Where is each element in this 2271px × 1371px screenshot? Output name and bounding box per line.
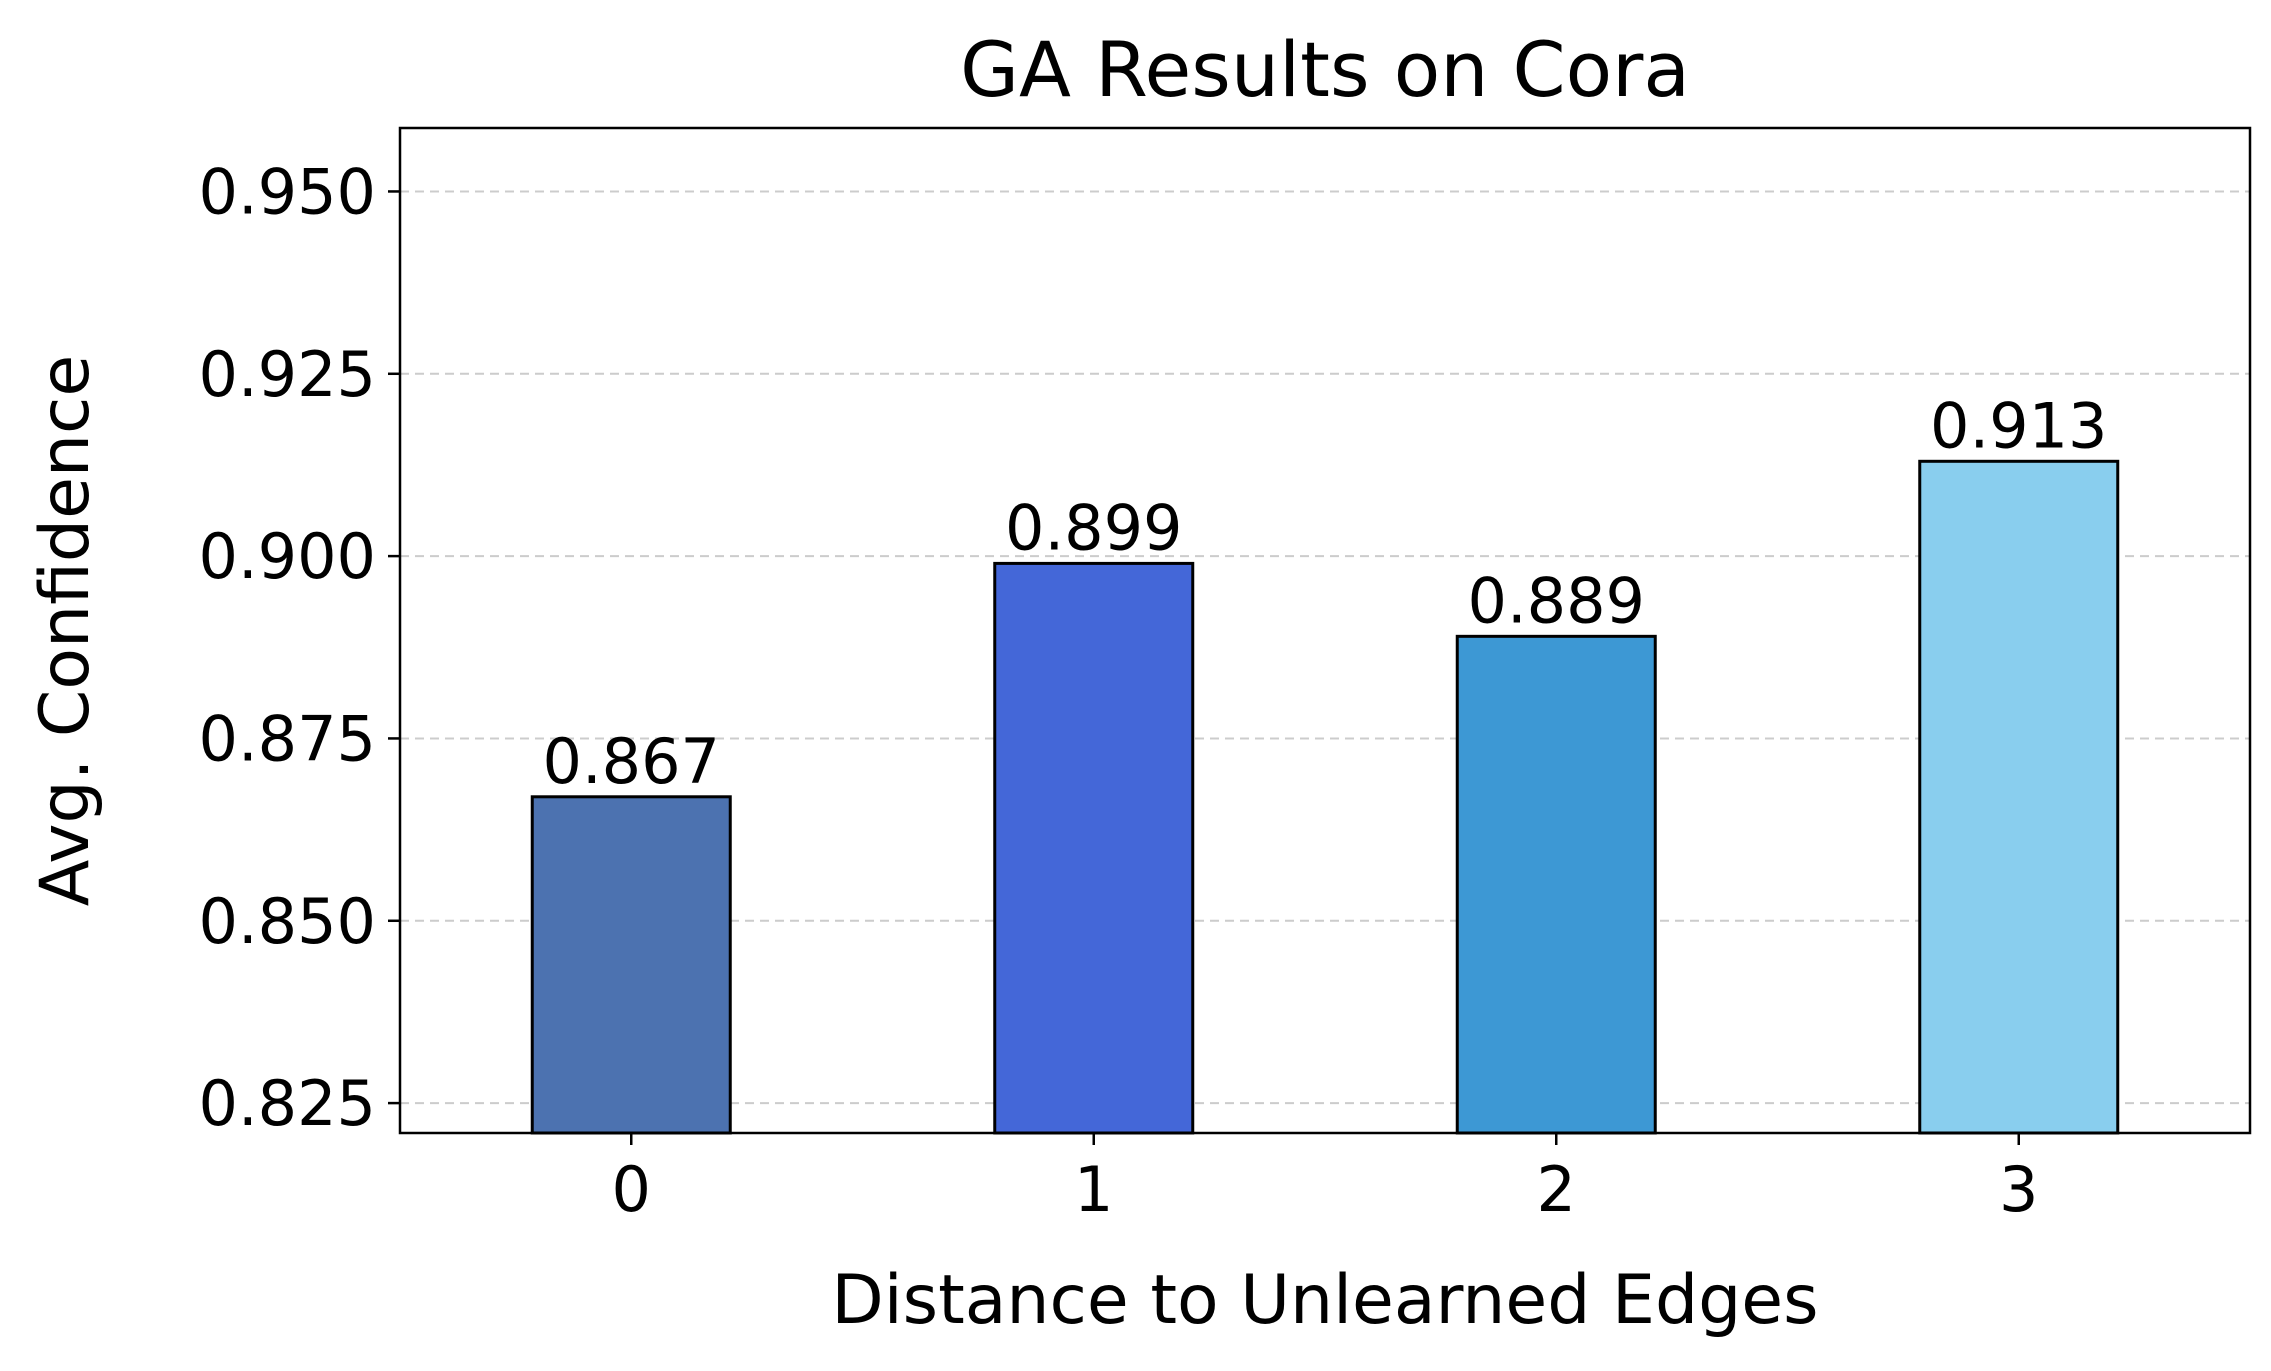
x-tick-label: 2 bbox=[1537, 1153, 1576, 1226]
y-tick-label: 0.875 bbox=[199, 702, 377, 775]
y-tick-label: 0.950 bbox=[199, 155, 377, 228]
y-tick-label: 0.925 bbox=[199, 338, 377, 411]
bar-value-label: 0.889 bbox=[1468, 564, 1646, 637]
bar-0 bbox=[530, 795, 732, 1135]
x-axis: 0 1 2 3 bbox=[612, 1133, 2038, 1226]
bar-value-label: 0.913 bbox=[1930, 389, 2108, 462]
y-axis: 0.825 0.850 0.875 0.900 0.925 0.950 bbox=[199, 155, 400, 1140]
bar-value-label: 0.867 bbox=[543, 725, 721, 798]
bar-layer bbox=[530, 459, 2120, 1135]
x-axis-title: Distance to Unlearned Edges bbox=[831, 1261, 1818, 1340]
bar-1 bbox=[993, 561, 1195, 1135]
y-tick-label: 0.850 bbox=[199, 885, 377, 958]
bar-2 bbox=[1455, 634, 1657, 1135]
x-tick-label: 3 bbox=[1999, 1153, 2038, 1226]
data-label-layer: 0.867 0.899 0.889 0.913 bbox=[543, 389, 2108, 797]
bar-3 bbox=[1918, 459, 2120, 1135]
plot-area-frame bbox=[398, 126, 2252, 1135]
y-tick-label: 0.825 bbox=[199, 1067, 377, 1140]
y-tick-label: 0.900 bbox=[199, 520, 377, 593]
chart-title: GA Results on Cora bbox=[960, 25, 1690, 114]
x-tick-label: 1 bbox=[1074, 1153, 1113, 1226]
x-tick-label: 0 bbox=[612, 1153, 651, 1226]
y-axis-title: Avg. Confidence bbox=[26, 355, 105, 907]
bar-value-label: 0.899 bbox=[1005, 491, 1183, 564]
